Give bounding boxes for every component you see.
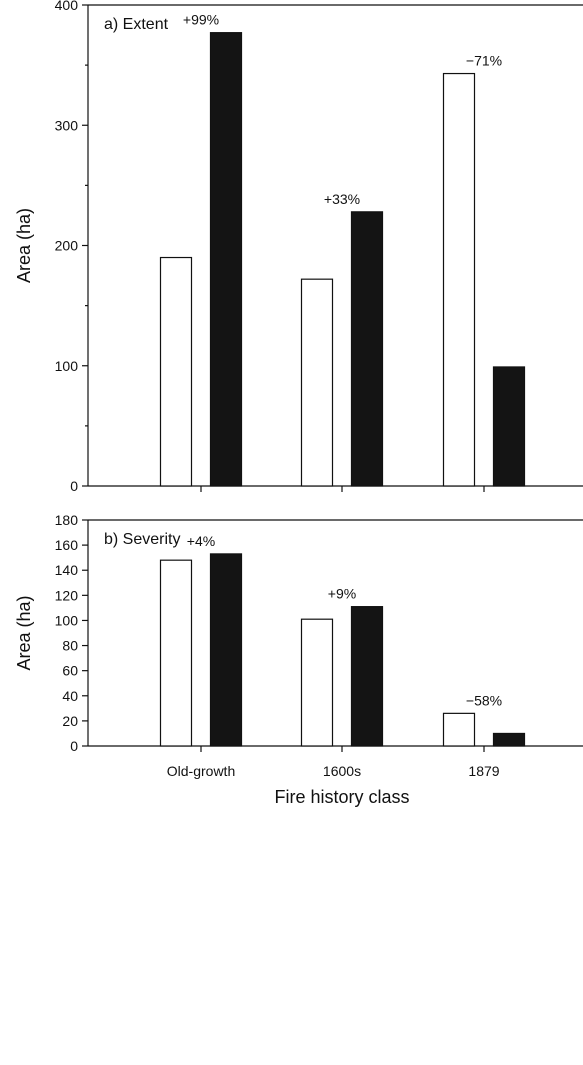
panel-1-label: b) Severity bbox=[104, 531, 180, 548]
panel-1-bar-open-1 bbox=[300, 618, 334, 747]
panel-0-bar-filled-1 bbox=[350, 211, 384, 487]
panel-1-category-label-0: Old-growth bbox=[167, 763, 235, 779]
panel-0-ytick-label-4: 400 bbox=[55, 0, 79, 13]
panel-0-ytick-label-0: 0 bbox=[70, 478, 78, 494]
panel-1-ytick-label-4: 80 bbox=[62, 638, 78, 654]
panel-0-annotation-1: +33% bbox=[324, 191, 360, 207]
panel-1-ytick-label-2: 40 bbox=[62, 688, 78, 704]
panel-0-bar-open-1 bbox=[300, 278, 334, 487]
panel-1-ytick-label-3: 60 bbox=[62, 663, 78, 679]
panel-1-ytick-label-5: 100 bbox=[55, 612, 79, 628]
panel-0-annotation-0: +99% bbox=[183, 12, 219, 28]
panel-1-bar-filled-1 bbox=[350, 606, 384, 747]
panel-0-ytick-label-2: 200 bbox=[55, 238, 79, 254]
panel-0-ylabel: Area (ha) bbox=[14, 208, 34, 283]
panel-1-category-label-2: 1879 bbox=[468, 763, 499, 779]
panel-0-label: a) Extent bbox=[104, 16, 169, 33]
panel-1-ytick-label-1: 20 bbox=[62, 713, 78, 729]
panel-1-ytick-label-8: 160 bbox=[55, 537, 79, 553]
panel-0-bar-filled-0 bbox=[209, 32, 243, 487]
panel-0-annotation-2: −71% bbox=[466, 53, 502, 69]
panel-0-bar-open-2 bbox=[442, 72, 476, 487]
panel-1-ytick-label-9: 180 bbox=[55, 512, 79, 528]
panel-1-xlabel: Fire history class bbox=[274, 787, 409, 807]
panel-1-bar-filled-2 bbox=[492, 732, 526, 747]
panel-1-annotation-2: −58% bbox=[466, 692, 502, 708]
panel-1-ylabel: Area (ha) bbox=[14, 595, 34, 670]
panel-1-category-label-1: 1600s bbox=[323, 763, 361, 779]
panel-0-ytick-label-1: 100 bbox=[55, 358, 79, 374]
panel-1-bar-open-0 bbox=[159, 559, 193, 747]
panel-0-bar-filled-2 bbox=[492, 366, 526, 487]
panel-1-bar-filled-0 bbox=[209, 553, 243, 747]
panel-1-annotation-1: +9% bbox=[328, 586, 356, 602]
panel-1-bar-open-2 bbox=[442, 712, 476, 747]
panel-0-ytick-label-3: 300 bbox=[55, 117, 79, 133]
panel-0-bar-open-0 bbox=[159, 256, 193, 487]
panel-1-ytick-label-6: 120 bbox=[55, 587, 79, 603]
panel-1-annotation-0: +4% bbox=[187, 533, 215, 549]
panel-1-ytick-label-7: 140 bbox=[55, 562, 79, 578]
panel-1-ytick-label-0: 0 bbox=[70, 738, 78, 754]
